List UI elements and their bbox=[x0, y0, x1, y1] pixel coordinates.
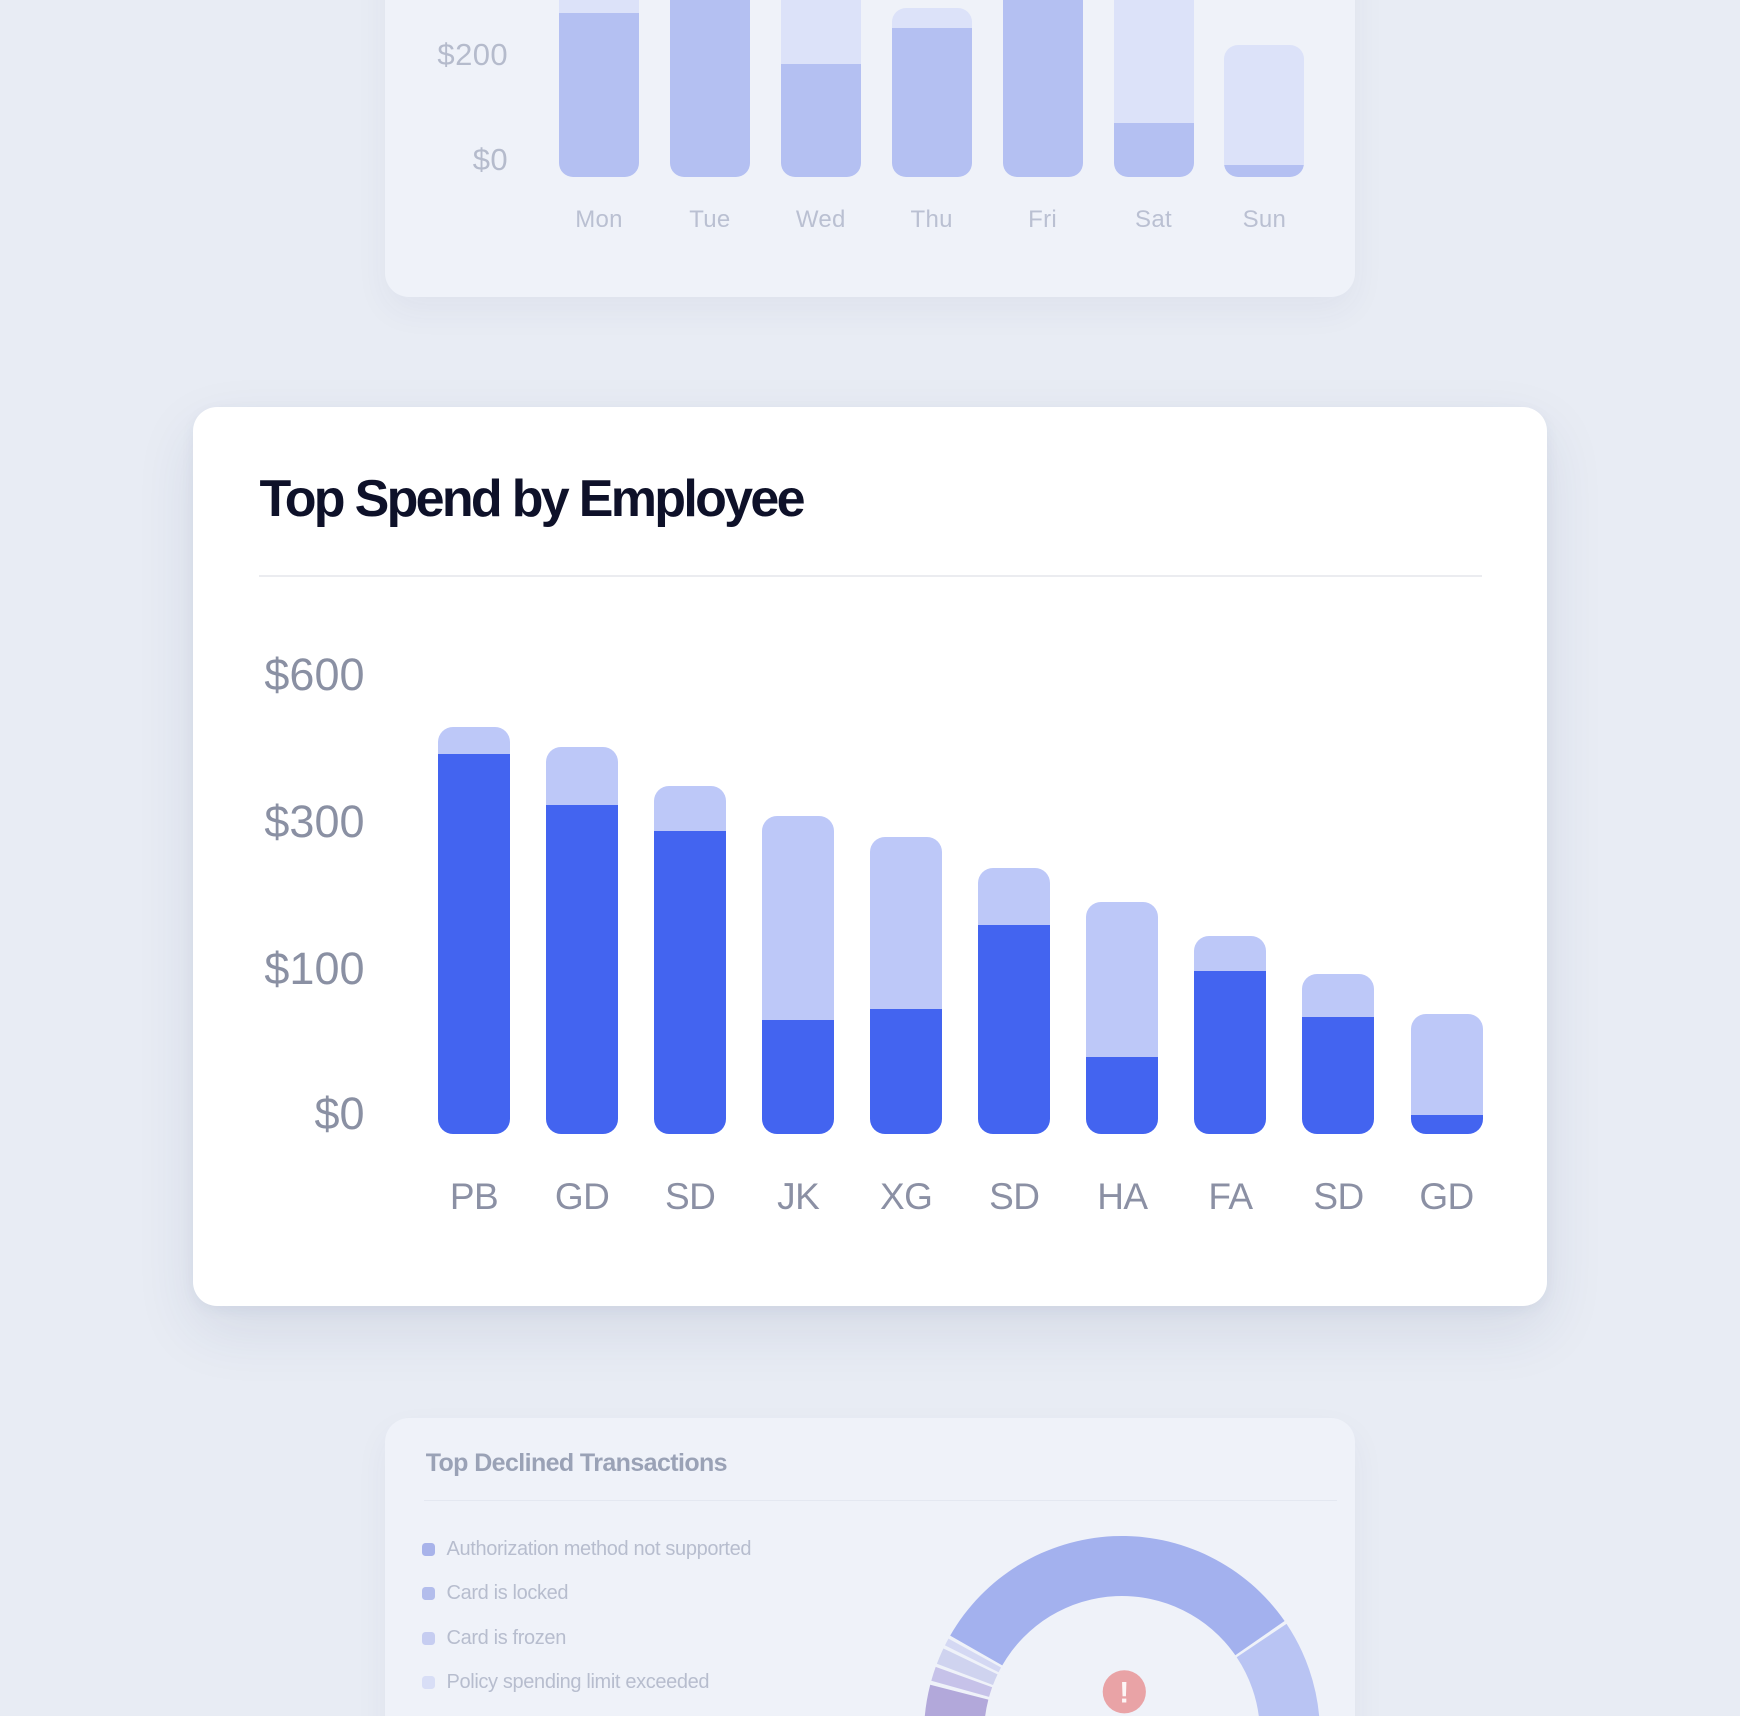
legend-swatch bbox=[421, 1587, 435, 1600]
y-axis-tick-label: $100 bbox=[264, 943, 365, 995]
bar-segment-secondary bbox=[1194, 936, 1267, 971]
bar-segment-primary bbox=[1086, 1056, 1159, 1135]
legend-label[interactable]: Card is frozen bbox=[446, 1626, 567, 1649]
x-axis-category-label: Tue bbox=[689, 206, 731, 234]
bar-jk-3[interactable] bbox=[762, 816, 835, 1135]
bar-sd-5[interactable] bbox=[978, 868, 1051, 1135]
bar-segment-secondary bbox=[870, 836, 943, 1009]
legend-label[interactable]: Card is locked bbox=[446, 1582, 569, 1605]
bar-segment-secondary bbox=[1410, 1013, 1483, 1115]
bar-pb-0[interactable] bbox=[438, 726, 510, 1135]
bar-gd-9[interactable] bbox=[1410, 1013, 1483, 1135]
x-axis-category-label: HA bbox=[1097, 1176, 1148, 1218]
exclamation-icon: ! bbox=[1119, 1676, 1129, 1709]
bar-segment-primary bbox=[762, 1020, 835, 1135]
declined-donut-chart: ! bbox=[924, 1535, 1320, 1716]
alert-badge bbox=[1102, 1670, 1146, 1714]
bar-segment-secondary bbox=[438, 726, 510, 755]
x-axis-category-label: JK bbox=[777, 1176, 820, 1218]
bar-mon-0[interactable] bbox=[559, 0, 639, 177]
legend-swatch bbox=[421, 1542, 435, 1556]
bar-thu-3[interactable] bbox=[891, 8, 972, 177]
x-axis-category-label: FA bbox=[1208, 1176, 1253, 1218]
bar-segment-primary bbox=[669, 0, 750, 177]
card-top-declined-transactions: Top Declined Transactions Authorization … bbox=[385, 1418, 1355, 1716]
bar-ha-6[interactable] bbox=[1086, 901, 1159, 1135]
bar-segment-primary bbox=[1410, 1114, 1483, 1135]
bar-tue-1[interactable] bbox=[669, 0, 750, 177]
donut-segment[interactable] bbox=[931, 1666, 993, 1697]
x-axis-category-label: Sat bbox=[1135, 206, 1172, 234]
bar-segment-secondary bbox=[762, 816, 835, 1021]
card-title: Top Declined Transactions bbox=[425, 1448, 728, 1477]
bar-segment-primary bbox=[1224, 165, 1305, 177]
bar-segment-primary bbox=[546, 804, 619, 1135]
legend-swatch bbox=[421, 1631, 435, 1645]
x-axis-category-label: Wed bbox=[795, 206, 846, 234]
donut-segment[interactable] bbox=[924, 1684, 989, 1716]
bar-sd-8[interactable] bbox=[1302, 974, 1375, 1135]
divider bbox=[258, 574, 1482, 577]
y-axis-tick-label: $0 bbox=[314, 1087, 365, 1139]
bar-segment-secondary bbox=[1302, 974, 1375, 1018]
x-axis-category-label: GD bbox=[554, 1176, 610, 1218]
x-axis-category-label: Thu bbox=[910, 206, 953, 234]
bar-segment-secondary bbox=[546, 747, 619, 805]
y-axis-tick-label: $0 bbox=[472, 142, 508, 178]
x-axis-category-label: SD bbox=[989, 1176, 1040, 1218]
bar-segment-secondary bbox=[1086, 901, 1159, 1057]
donut-segment-authorization-method-not-supported[interactable] bbox=[950, 1535, 1285, 1666]
bar-segment-primary bbox=[978, 925, 1051, 1135]
bar-segment-secondary bbox=[891, 8, 972, 28]
bar-segment-primary bbox=[1194, 970, 1267, 1135]
bar-gd-1[interactable] bbox=[546, 747, 619, 1135]
card-top-spend-by-employee: Top Spend by Employee $600 $300 $100 $0 PB GD… bbox=[193, 407, 1547, 1306]
x-axis-category-label: PB bbox=[449, 1176, 499, 1218]
donut-segment-card-is-frozen[interactable] bbox=[944, 1638, 1002, 1673]
bar-wed-2[interactable] bbox=[780, 0, 861, 177]
donut-segment-card-is-locked[interactable] bbox=[1236, 1623, 1320, 1716]
legend-label[interactable]: Policy spending limit exceeded bbox=[446, 1671, 710, 1694]
bar-segment-secondary bbox=[1113, 0, 1194, 123]
bar-fri-4[interactable] bbox=[1002, 0, 1083, 177]
bar-segment-secondary bbox=[1224, 44, 1305, 166]
divider bbox=[424, 1499, 1337, 1501]
bar-segment-secondary bbox=[978, 868, 1051, 926]
legend-swatch bbox=[421, 1676, 435, 1689]
x-axis-category-label: Fri bbox=[1028, 206, 1058, 234]
bar-segment-primary bbox=[870, 1008, 943, 1135]
bar-segment-primary bbox=[654, 830, 727, 1135]
bar-segment-primary bbox=[1113, 122, 1194, 177]
bar-segment-primary bbox=[559, 12, 639, 177]
legend-label[interactable]: Authorization method not supported bbox=[446, 1537, 752, 1560]
bar-sun-6[interactable] bbox=[1224, 44, 1305, 177]
card-title: Top Spend by Employee bbox=[259, 469, 806, 528]
bar-segment-secondary bbox=[780, 0, 861, 64]
x-axis-category-label: XG bbox=[880, 1176, 933, 1218]
bar-segment-secondary bbox=[559, 0, 639, 13]
bar-segment-primary bbox=[780, 64, 861, 177]
bar-segment-primary bbox=[891, 27, 972, 177]
bar-fa-7[interactable] bbox=[1194, 936, 1267, 1135]
y-axis-tick-label: $600 bbox=[264, 648, 365, 700]
bar-segment-primary bbox=[438, 754, 510, 1135]
x-axis-category-label: Mon bbox=[575, 206, 623, 234]
bar-segment-primary bbox=[1002, 0, 1083, 177]
x-axis-category-label: SD bbox=[664, 1176, 716, 1218]
donut-segment-policy-spending-limit-exceeded[interactable] bbox=[936, 1648, 998, 1685]
bar-segment-secondary bbox=[654, 785, 727, 831]
bar-sat-5[interactable] bbox=[1113, 0, 1194, 177]
bar-segment-primary bbox=[1302, 1017, 1375, 1135]
bar-xg-4[interactable] bbox=[870, 836, 943, 1135]
card-weekly-spend: $200 $0 Mon Tue Wed Thu Fri Sat Sun bbox=[385, 0, 1355, 297]
x-axis-category-label: SD bbox=[1313, 1176, 1364, 1218]
y-axis-tick-label: $200 bbox=[437, 36, 508, 72]
x-axis-category-label: Sun bbox=[1242, 206, 1287, 234]
y-axis-tick-label: $300 bbox=[264, 796, 365, 848]
bar-sd-2[interactable] bbox=[654, 785, 727, 1135]
x-axis-category-label: GD bbox=[1419, 1176, 1474, 1218]
